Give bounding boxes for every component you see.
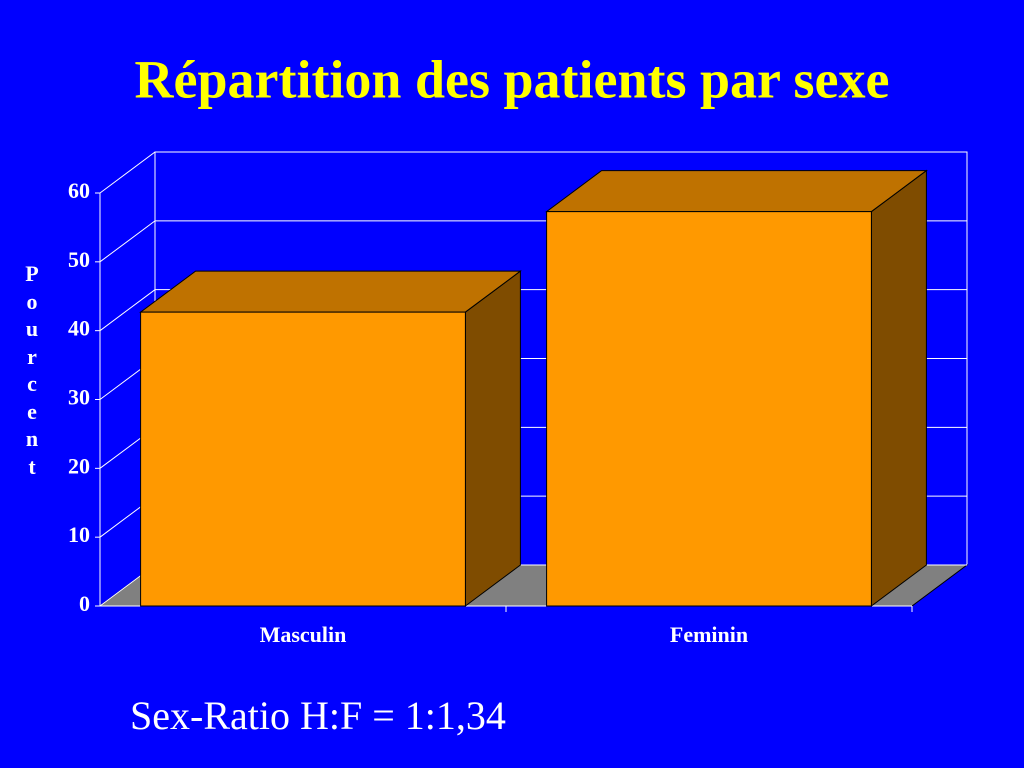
bar (139, 270, 522, 607)
bar-top (545, 170, 928, 213)
bar-front (546, 211, 872, 607)
y-axis-label: Pourcent (25, 261, 39, 479)
y-tick-label: 20 (68, 453, 90, 478)
bar-side (464, 270, 521, 607)
x-tick-label: Masculin (260, 622, 347, 647)
y-tick-label: 60 (68, 178, 90, 203)
y-tick-label: 0 (79, 591, 90, 616)
chart-title: Répartition des patients par sexe (135, 49, 890, 109)
bar-side (870, 169, 927, 607)
bar (545, 169, 928, 607)
bar-front (140, 311, 466, 607)
grid-line (99, 151, 967, 194)
y-tick-label: 40 (68, 316, 90, 341)
annotation: Sex-Ratio H:F = 1:1,34 (130, 693, 506, 738)
y-tick-label: 30 (68, 385, 90, 410)
bar-top (139, 270, 522, 313)
y-tick-label: 50 (68, 247, 90, 272)
x-tick-label: Feminin (670, 622, 748, 647)
y-tick-label: 10 (68, 522, 90, 547)
